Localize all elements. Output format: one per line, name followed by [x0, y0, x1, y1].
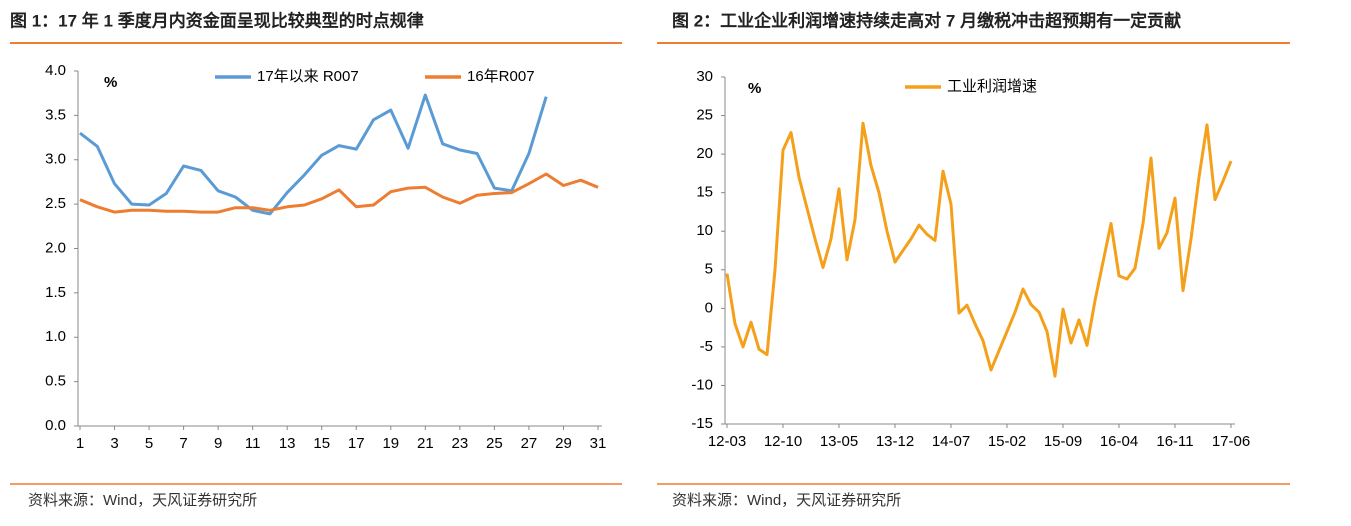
series-line	[725, 121, 1233, 378]
x-tick-label: 11	[245, 435, 261, 452]
y-tick-label: 2.0	[45, 239, 66, 256]
x-tick-label: 9	[214, 435, 222, 452]
x-tick-label: 13	[279, 435, 296, 452]
y-tick-label: 1.5	[45, 284, 66, 301]
y-tick-label: 2.5	[45, 195, 66, 212]
y-tick-label: 0.0	[45, 417, 66, 434]
y-tick-label: 25	[696, 107, 713, 124]
y-tick-label: 5	[705, 261, 713, 278]
y-tick-label: 1.0	[45, 328, 66, 345]
x-tick-label: 13-12	[876, 433, 914, 450]
y-tick-label: 30	[696, 68, 713, 85]
x-tick-label: 19	[382, 435, 399, 452]
y-tick-label: 0.5	[45, 373, 66, 390]
y-tick-label: 4.0	[45, 62, 66, 79]
x-tick-label: 27	[521, 435, 538, 452]
series-line	[79, 93, 548, 216]
x-tick-label: 13-05	[820, 433, 858, 450]
x-tick-label: 15	[313, 435, 330, 452]
x-tick-label: 17-06	[1212, 433, 1250, 450]
legend-label: 16年R007	[467, 68, 535, 85]
x-tick-label: 12-10	[764, 433, 802, 450]
source: 资料来源：Wind，天风证券研究所	[28, 492, 257, 509]
x-tick-label: 15-02	[988, 433, 1026, 450]
x-tick-label: 15-09	[1044, 433, 1082, 450]
y-tick-label: -10	[691, 376, 713, 393]
y-axis-label: %	[104, 74, 117, 91]
y-tick-label: 10	[696, 222, 713, 239]
x-tick-label: 3	[110, 435, 118, 452]
series-line	[79, 172, 599, 214]
y-tick-label: 3.0	[45, 151, 66, 168]
y-tick-label: -5	[700, 338, 713, 355]
y-tick-label: -15	[691, 415, 713, 432]
x-tick-label: 23	[452, 435, 469, 452]
source: 资料来源：Wind，天风证券研究所	[672, 492, 901, 509]
x-tick-label: 5	[145, 435, 153, 452]
x-tick-label: 29	[555, 435, 572, 452]
x-tick-label: 17	[348, 435, 365, 452]
x-tick-label: 21	[417, 435, 434, 452]
x-tick-label: 16-04	[1100, 433, 1138, 450]
y-tick-label: 20	[696, 145, 713, 162]
y-tick-label: 15	[696, 184, 713, 201]
x-tick-label: 14-07	[932, 433, 970, 450]
y-axis-label: %	[748, 80, 761, 97]
chart-title: 图 1：17 年 1 季度月内资金面呈现比较典型的时点规律	[10, 10, 424, 30]
x-tick-label: 16-11	[1156, 433, 1193, 450]
y-tick-label: 0	[705, 299, 713, 316]
y-tick-label: 3.5	[45, 106, 66, 123]
x-tick-label: 1	[76, 435, 84, 452]
x-tick-label: 25	[486, 435, 503, 452]
x-tick-label: 7	[179, 435, 187, 452]
x-tick-label: 12-03	[708, 433, 746, 450]
chart-title: 图 2：工业企业利润增速持续走高对 7 月缴税冲击超预期有一定贡献	[672, 10, 1181, 30]
legend-label: 17年以来 R007	[257, 68, 359, 85]
x-tick-label: 31	[590, 435, 607, 452]
legend-label: 工业利润增速	[947, 78, 1037, 95]
